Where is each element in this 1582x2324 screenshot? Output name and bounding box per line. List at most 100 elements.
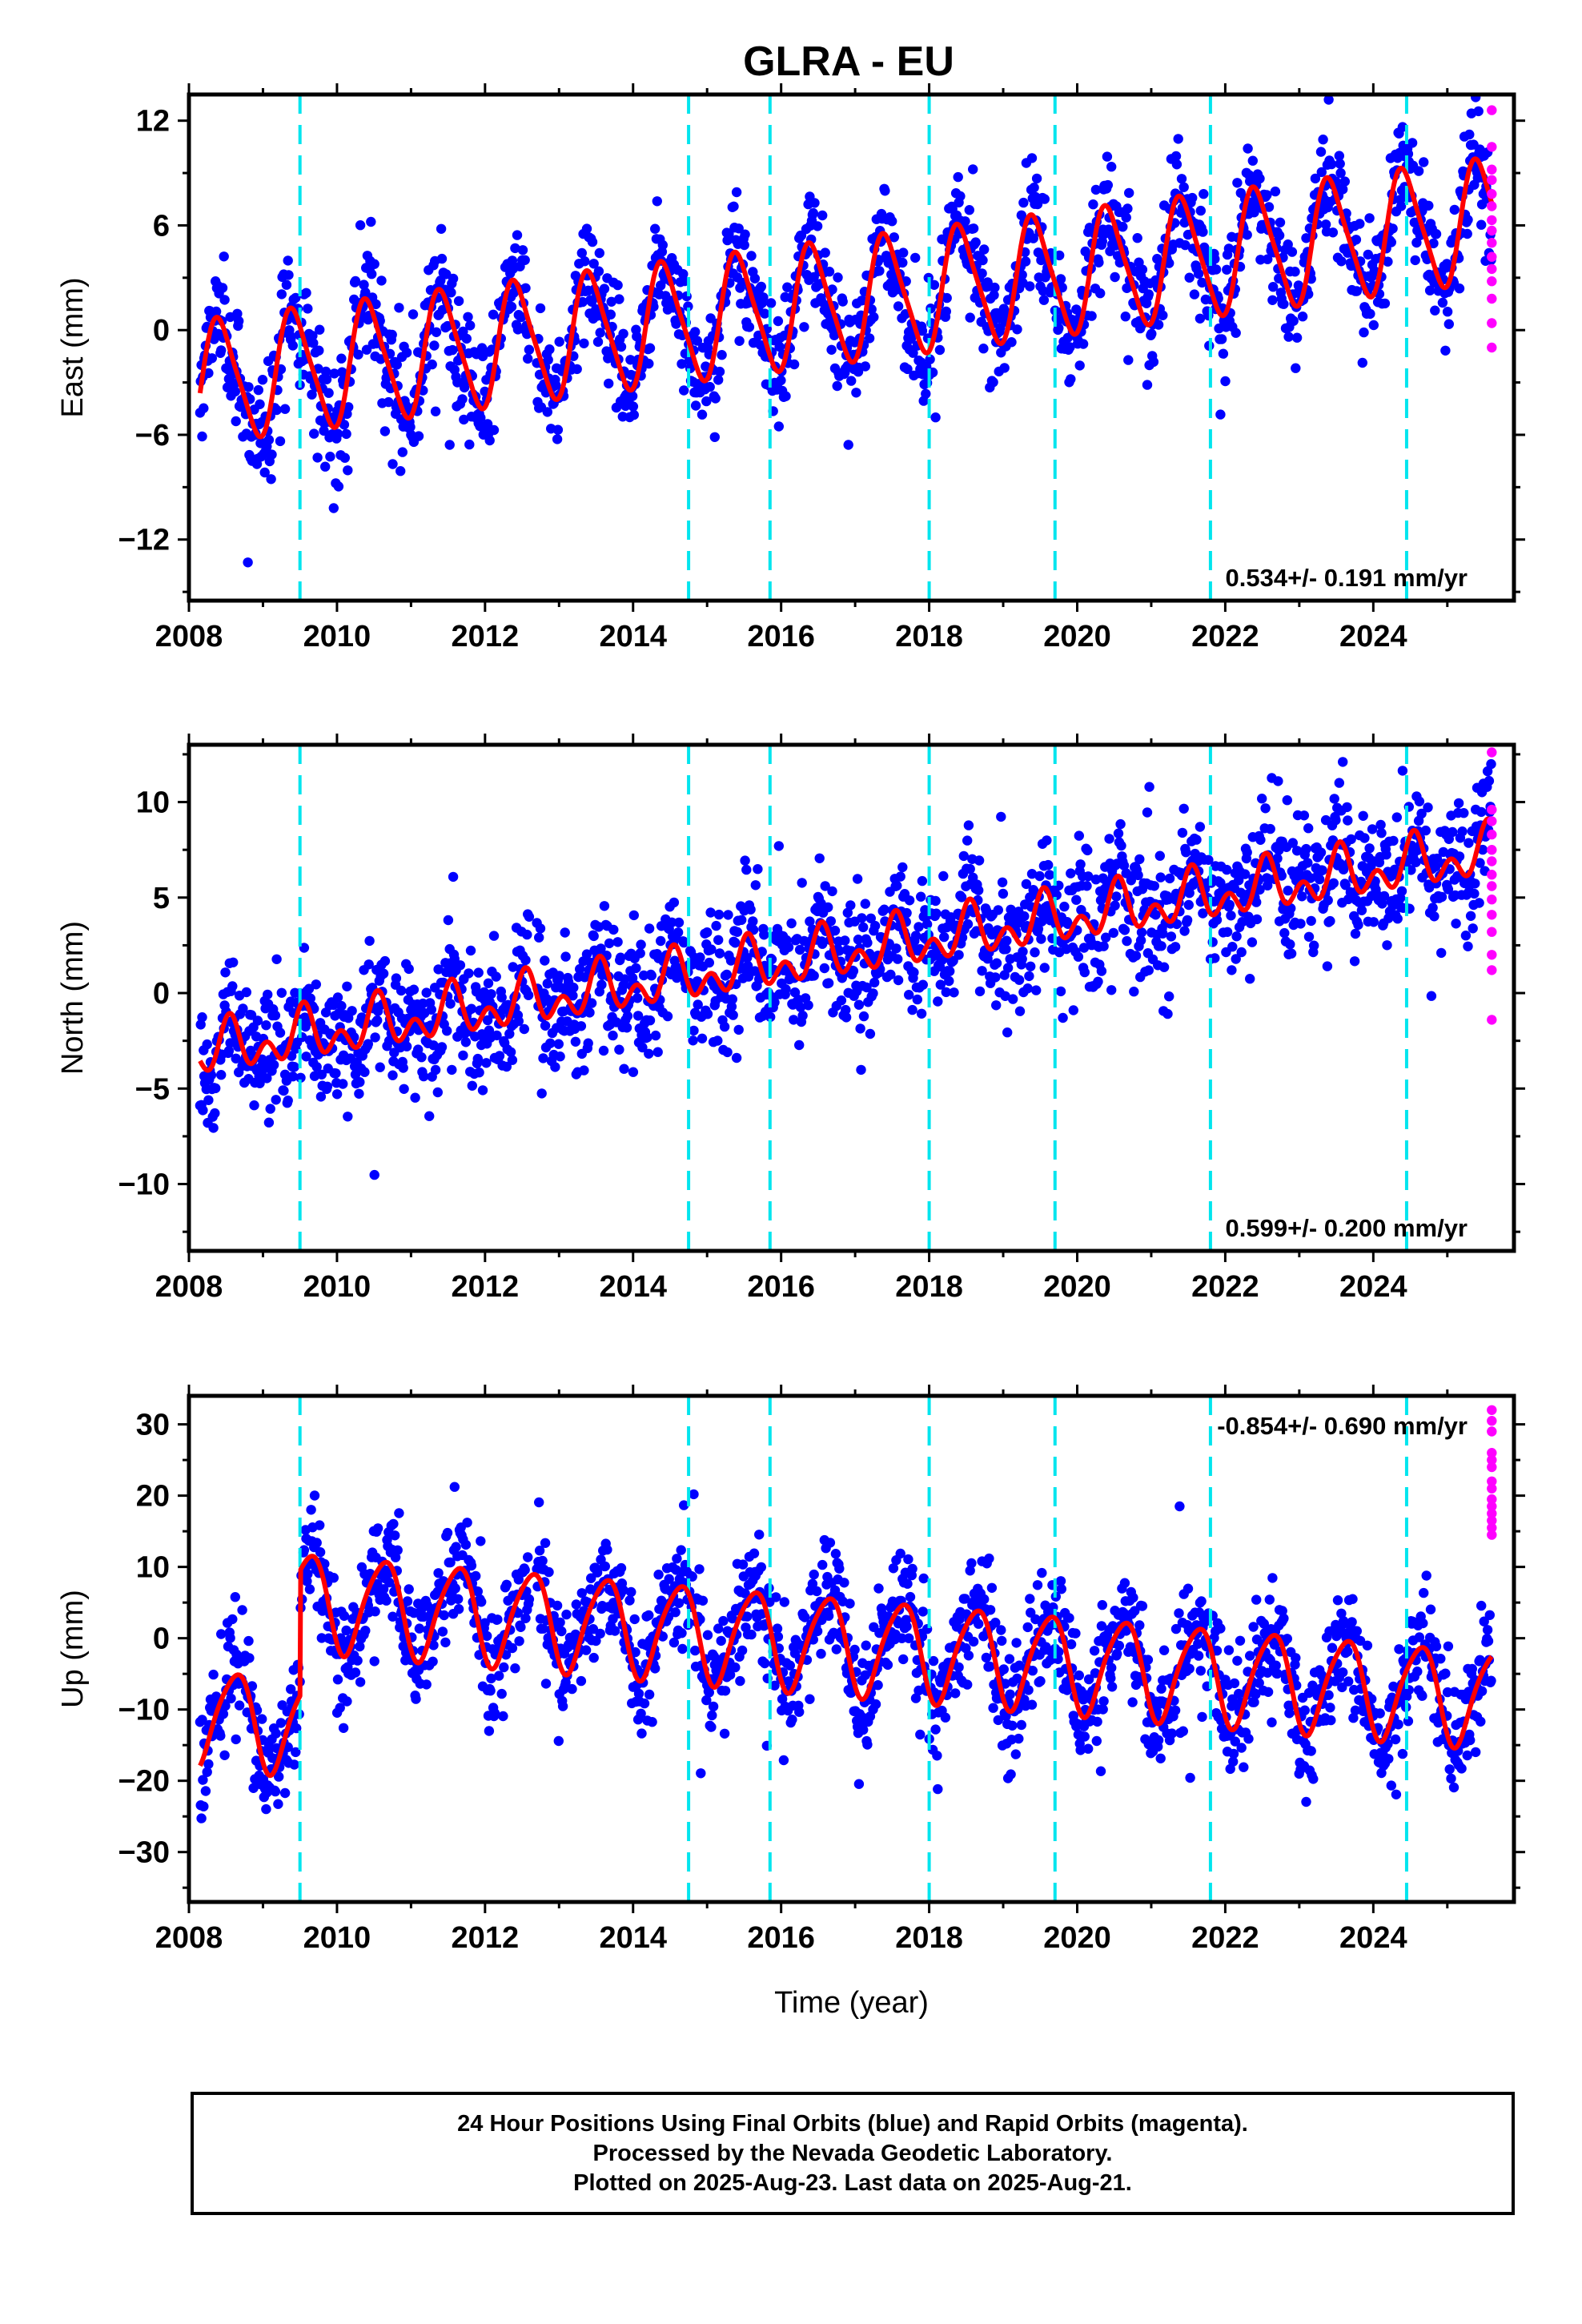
final-orbit-point [432, 1087, 443, 1098]
final-orbit-point [672, 1554, 682, 1564]
final-orbit-point [697, 1033, 708, 1044]
final-orbit-point [708, 1701, 719, 1712]
final-orbit-point [311, 1538, 322, 1548]
final-orbit-point [370, 1606, 380, 1617]
final-orbit-point [1227, 965, 1237, 975]
final-orbit-point [742, 960, 753, 971]
final-orbit-point [1164, 873, 1175, 884]
final-orbit-point [445, 1557, 456, 1568]
final-orbit-point [1287, 247, 1298, 257]
final-orbit-point [595, 328, 605, 338]
rapid-orbit-point [1487, 276, 1497, 287]
final-orbit-point [1132, 233, 1142, 243]
final-orbit-point [308, 338, 319, 348]
final-orbit-point [1036, 934, 1046, 944]
final-orbit-point [1106, 985, 1117, 995]
final-orbit-point [1430, 862, 1441, 872]
final-orbit-point [1274, 230, 1285, 241]
final-orbit-point [1083, 871, 1094, 882]
final-orbit-point [1110, 900, 1120, 911]
chart-panels: 2008 2010 2012 2014 2016 2018 2020 2022 20241260… [56, 83, 1525, 2020]
final-orbit-point [921, 919, 933, 930]
final-orbit-point [367, 269, 377, 279]
final-orbit-point [450, 1583, 460, 1594]
final-orbit-point [797, 1011, 808, 1021]
final-orbit-point [812, 221, 823, 231]
final-orbit-point [1226, 911, 1236, 921]
final-orbit-point [575, 963, 585, 975]
final-orbit-point [846, 376, 857, 386]
final-orbit-point [319, 425, 329, 436]
final-orbit-point [542, 979, 552, 989]
final-orbit-point [1074, 830, 1085, 841]
final-orbit-point [833, 272, 843, 283]
rapid-orbit-point [1487, 164, 1497, 175]
final-orbit-point [1356, 905, 1367, 916]
final-orbit-point [1173, 134, 1183, 144]
final-orbit-point [690, 327, 701, 337]
final-orbit-point [379, 955, 391, 967]
final-orbit-point [1150, 910, 1161, 920]
final-orbit-point [609, 1626, 620, 1636]
final-orbit-point [990, 282, 1000, 293]
final-orbit-point [615, 952, 626, 963]
final-orbit-point [203, 1759, 214, 1770]
final-orbit-point [498, 1711, 508, 1722]
final-orbit-point [1315, 847, 1327, 858]
final-orbit-point [737, 1645, 748, 1656]
final-orbit-point [561, 1609, 572, 1620]
final-orbit-point [571, 1599, 581, 1610]
final-orbit-point [1218, 348, 1229, 359]
final-orbit-point [265, 1104, 275, 1114]
final-orbit-point [1155, 872, 1166, 883]
final-orbit-point [978, 255, 988, 266]
final-orbit-point [683, 301, 693, 312]
final-orbit-point [1130, 951, 1142, 961]
final-orbit-point [291, 1747, 301, 1758]
final-orbit-point [1006, 337, 1017, 348]
final-orbit-point [588, 259, 599, 269]
final-orbit-point [608, 1030, 618, 1041]
final-orbit-point [676, 1545, 686, 1555]
final-orbit-point [1349, 956, 1360, 967]
final-orbit-point [350, 275, 361, 287]
final-orbit-point [405, 422, 416, 432]
final-orbit-point [267, 449, 277, 460]
final-orbit-point [1276, 870, 1287, 881]
final-orbit-point [942, 292, 952, 304]
final-orbit-point [1133, 870, 1143, 881]
final-orbit-point [769, 997, 780, 1007]
final-orbit-point [773, 421, 784, 432]
final-orbit-point [1182, 915, 1193, 926]
final-orbit-point [984, 1553, 994, 1564]
final-orbit-point [1442, 307, 1453, 317]
final-orbit-point [711, 920, 721, 931]
final-orbit-point [220, 967, 231, 978]
final-orbit-point [540, 1679, 552, 1689]
final-orbit-point [1137, 264, 1148, 275]
final-orbit-point [1379, 298, 1391, 309]
final-orbit-point [831, 1644, 842, 1655]
final-orbit-point [1242, 847, 1252, 858]
final-orbit-point [464, 439, 475, 450]
final-orbit-point [388, 1518, 399, 1530]
final-orbit-point [255, 399, 265, 409]
final-orbit-point [1270, 186, 1281, 197]
final-orbit-point [457, 394, 468, 404]
final-orbit-point [1251, 914, 1263, 925]
final-orbit-point [618, 1585, 628, 1595]
final-orbit-point [1303, 931, 1315, 943]
final-orbit-point [494, 1051, 505, 1061]
final-orbit-point [893, 301, 904, 312]
y-axis-label: East (mm) [56, 277, 90, 417]
x-tick-label: 2018 [895, 1270, 963, 1304]
final-orbit-point [964, 205, 975, 215]
final-orbit-point [353, 349, 363, 360]
final-orbit-point [1486, 758, 1496, 770]
final-orbit-point [428, 1656, 438, 1667]
final-orbit-point [560, 951, 571, 962]
final-orbit-point [399, 1084, 409, 1095]
final-orbit-point [1255, 255, 1266, 265]
final-orbit-point [741, 864, 752, 875]
final-orbit-point [991, 1000, 1002, 1011]
